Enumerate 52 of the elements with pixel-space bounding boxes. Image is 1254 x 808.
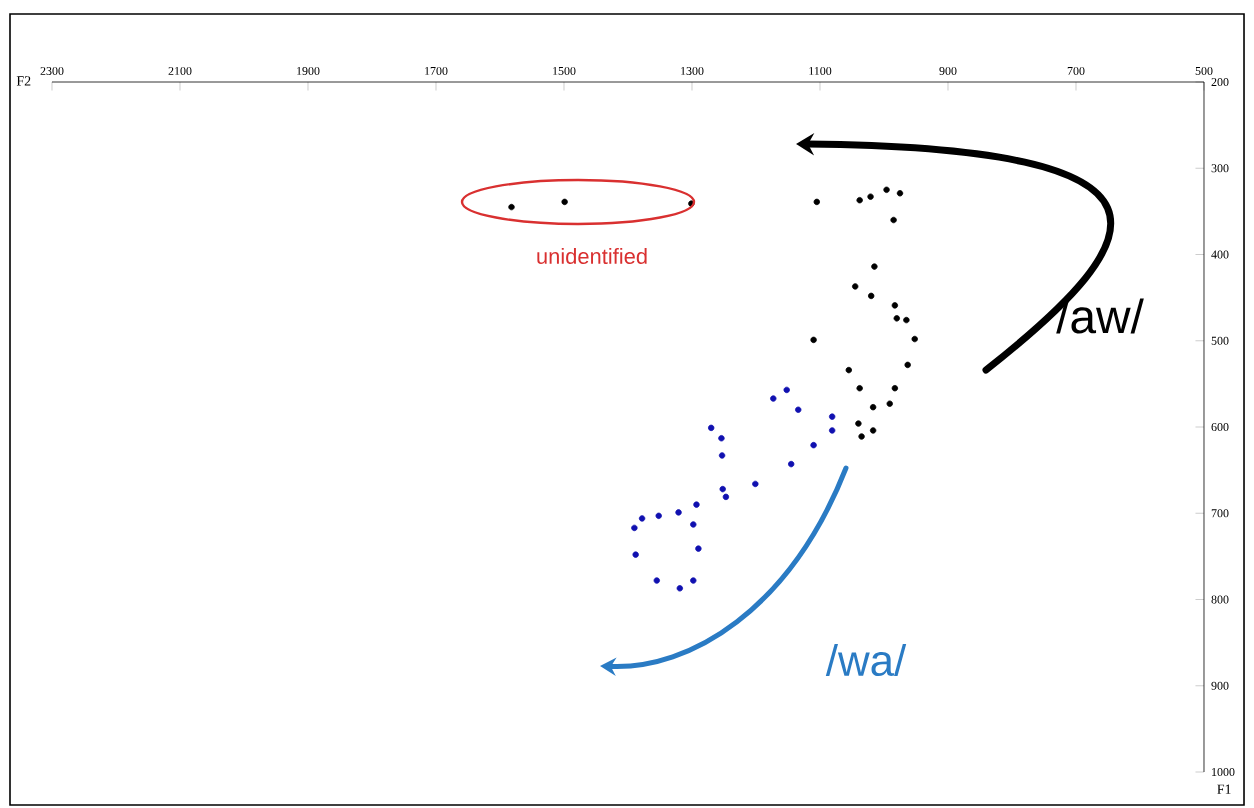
point <box>868 292 875 300</box>
point <box>675 509 682 516</box>
annotation: /aw/ <box>1056 298 1144 334</box>
point <box>869 427 877 434</box>
point <box>903 316 910 324</box>
annotation: /wa/ <box>825 643 907 677</box>
point <box>904 361 911 369</box>
point <box>690 521 697 528</box>
point <box>693 501 700 508</box>
point <box>722 493 730 501</box>
point <box>638 515 646 522</box>
point <box>856 385 863 392</box>
point <box>845 366 852 374</box>
point <box>867 193 874 200</box>
point <box>871 263 878 270</box>
point <box>810 336 817 344</box>
point <box>896 190 904 197</box>
point <box>891 302 899 309</box>
point <box>813 198 820 206</box>
point <box>561 198 568 206</box>
point <box>718 435 725 442</box>
point <box>676 585 684 592</box>
point <box>708 424 715 432</box>
point <box>810 441 817 449</box>
point <box>828 427 836 434</box>
point <box>795 406 802 413</box>
point <box>752 480 759 488</box>
point <box>856 196 863 204</box>
point <box>858 433 865 440</box>
point <box>911 335 918 343</box>
point <box>783 386 790 394</box>
point <box>883 186 890 194</box>
point <box>631 524 638 532</box>
annotation: unidentified <box>537 247 647 265</box>
point <box>886 400 893 407</box>
point <box>852 283 859 290</box>
point <box>890 216 897 224</box>
point <box>719 485 726 493</box>
point <box>508 203 515 211</box>
point <box>770 395 777 402</box>
point <box>718 452 726 459</box>
point <box>690 577 697 584</box>
point <box>632 551 639 558</box>
point <box>828 413 836 420</box>
point <box>893 315 900 322</box>
point <box>788 460 795 468</box>
point <box>891 385 899 392</box>
point <box>695 545 702 552</box>
point <box>653 577 660 584</box>
point <box>655 512 662 520</box>
point <box>855 420 862 427</box>
point <box>869 403 877 411</box>
